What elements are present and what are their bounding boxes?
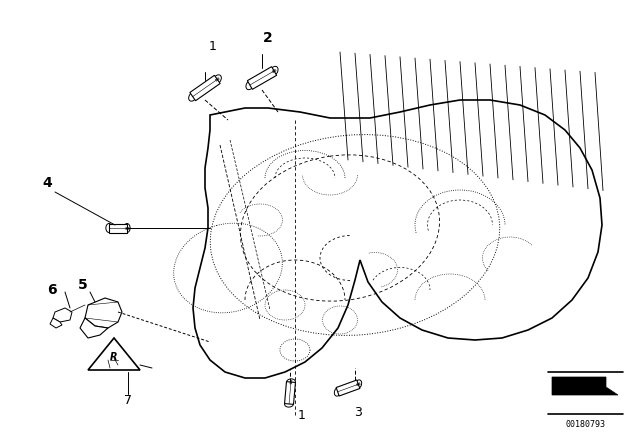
Text: R: R	[110, 352, 118, 362]
Text: 1: 1	[298, 409, 306, 422]
Polygon shape	[552, 377, 618, 395]
Polygon shape	[336, 380, 360, 396]
Text: 1: 1	[209, 39, 217, 52]
Polygon shape	[285, 382, 296, 405]
Ellipse shape	[124, 224, 130, 233]
Ellipse shape	[334, 388, 341, 396]
Polygon shape	[193, 100, 602, 378]
Ellipse shape	[270, 66, 278, 76]
Polygon shape	[109, 224, 127, 233]
Text: 4: 4	[42, 176, 52, 190]
Text: 7: 7	[124, 393, 132, 406]
Ellipse shape	[106, 224, 112, 233]
Text: 5: 5	[78, 278, 88, 292]
Ellipse shape	[287, 379, 296, 385]
Ellipse shape	[246, 80, 254, 90]
Polygon shape	[50, 318, 62, 328]
Polygon shape	[190, 75, 220, 101]
Ellipse shape	[213, 75, 221, 84]
Polygon shape	[88, 338, 140, 370]
Text: 2: 2	[263, 31, 273, 45]
Text: 3: 3	[354, 405, 362, 418]
Polygon shape	[53, 308, 72, 322]
Polygon shape	[248, 67, 276, 89]
Ellipse shape	[285, 401, 294, 407]
Text: 6: 6	[47, 283, 57, 297]
Ellipse shape	[355, 380, 362, 388]
Polygon shape	[80, 318, 108, 338]
Polygon shape	[85, 298, 122, 328]
Text: 00180793: 00180793	[566, 419, 605, 428]
Ellipse shape	[189, 92, 196, 101]
